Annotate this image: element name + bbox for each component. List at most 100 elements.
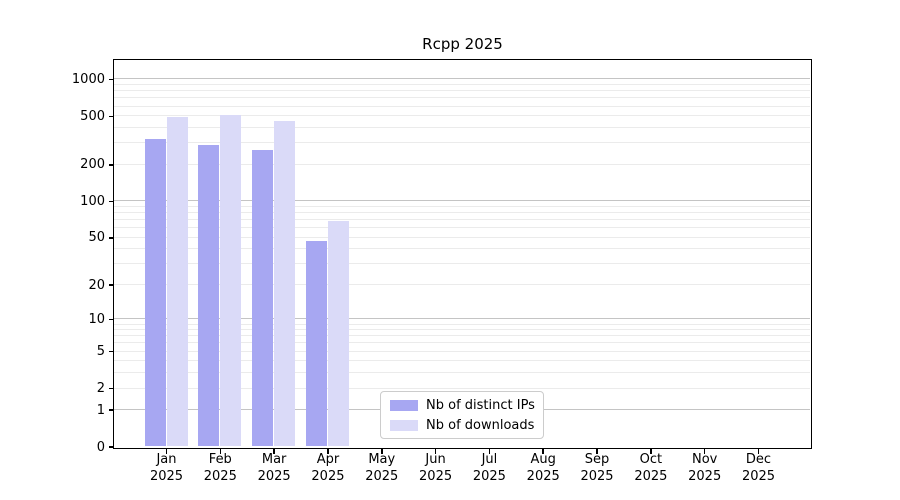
- x-axis-tick-label: Jan 2025: [139, 452, 195, 485]
- x-axis-tick-label-line: 2025: [311, 468, 345, 484]
- x-axis-tick: [381, 449, 383, 454]
- legend: Nb of distinct IPs Nb of downloads: [380, 391, 544, 439]
- minor-gridline: [114, 329, 810, 331]
- x-axis-tick-label-line: 2025: [257, 468, 291, 484]
- x-axis-tick-label-line: Feb: [208, 452, 232, 467]
- y-axis-tick: [108, 446, 113, 448]
- x-axis-tick-label-line: 2025: [149, 468, 184, 484]
- x-axis-tick-label-line: 2025: [741, 468, 776, 484]
- x-axis-tick-label: Mar 2025: [246, 452, 302, 485]
- x-axis-tick: [488, 449, 491, 454]
- y-axis-tick-label: 500: [80, 108, 105, 124]
- minor-gridline: [114, 163, 810, 165]
- minor-gridline: [114, 372, 810, 374]
- minor-gridline: [114, 219, 810, 221]
- x-axis-tick-label-line: 2025: [526, 468, 560, 484]
- minor-gridline: [114, 142, 810, 144]
- x-axis-tick-label-line: Jul: [481, 452, 498, 467]
- x-axis-tick: [757, 449, 760, 454]
- y-axis-tick-label: 10: [88, 311, 105, 327]
- minor-gridline: [114, 263, 810, 265]
- minor-gridline: [114, 206, 810, 208]
- x-axis-tick-label-line: 2025: [472, 468, 506, 484]
- major-gridline: [114, 318, 810, 320]
- x-axis-tick: [273, 449, 275, 454]
- bar-downloads: [274, 121, 296, 447]
- minor-gridline: [114, 387, 810, 389]
- x-axis-tick-label-line: May: [368, 452, 396, 467]
- x-axis-tick-label: Nov 2025: [677, 452, 733, 485]
- legend-item-downloads: Nb of downloads: [390, 418, 534, 433]
- minor-gridline: [114, 284, 810, 286]
- y-axis-tick: [108, 350, 113, 353]
- legend-label-downloads: Nb of downloads: [426, 418, 535, 433]
- x-axis-tick-label: Aug 2025: [515, 452, 571, 485]
- y-axis-tick-label: 1: [96, 402, 105, 418]
- x-axis-tick-label-line: Jun: [425, 452, 446, 467]
- x-axis-tick: [596, 449, 598, 454]
- x-axis-tick: [434, 449, 437, 454]
- y-axis-tick: [108, 387, 113, 390]
- major-gridline: [114, 200, 810, 202]
- bar-distinct-ips: [144, 139, 166, 447]
- x-axis-tick: [327, 449, 329, 454]
- x-axis-tick-label: Oct 2025: [623, 452, 679, 485]
- major-gridline: [114, 78, 810, 80]
- minor-gridline: [114, 212, 810, 214]
- minor-gridline: [114, 236, 810, 238]
- x-axis-tick-label-line: 2025: [419, 468, 453, 484]
- chart-title: Rcpp 2025: [422, 35, 503, 53]
- x-axis-tick-label-line: Dec: [745, 452, 772, 467]
- minor-gridline: [114, 84, 810, 86]
- minor-gridline: [114, 360, 810, 362]
- x-axis-tick-label: Jun 2025: [408, 452, 464, 485]
- bar-distinct-ips: [252, 150, 274, 447]
- x-axis-tick-label-line: Apr: [316, 452, 340, 467]
- legend-swatch-downloads: [390, 420, 418, 431]
- legend-swatch-distinct-ips: [390, 400, 418, 411]
- y-axis-tick: [108, 284, 113, 286]
- y-axis-tick-label: 20: [88, 277, 105, 293]
- x-axis-tick-label-line: Aug: [530, 452, 556, 467]
- y-axis-tick-label: 0: [96, 439, 105, 455]
- y-axis-tick-label: 1000: [71, 71, 105, 87]
- y-axis-tick-label: 100: [80, 193, 105, 209]
- x-axis-tick-label-line: 2025: [580, 468, 614, 484]
- minor-gridline: [114, 323, 810, 325]
- y-axis-tick: [108, 200, 113, 203]
- x-axis-tick: [165, 449, 168, 454]
- x-axis-tick-label-line: Sep: [584, 452, 610, 467]
- x-axis-tick-label: Dec 2025: [731, 452, 787, 485]
- x-axis-tick-label: Jul 2025: [461, 452, 517, 485]
- x-axis-tick-label: Apr 2025: [300, 452, 356, 485]
- minor-gridline: [114, 227, 810, 229]
- y-axis-tick-label: 200: [80, 157, 105, 173]
- legend-label-distinct-ips: Nb of distinct IPs: [426, 398, 535, 413]
- x-axis-tick-label-line: Nov: [691, 452, 718, 467]
- x-axis-tick-label: Feb 2025: [192, 452, 248, 485]
- x-axis-tick: [703, 449, 706, 454]
- minor-gridline: [114, 115, 810, 117]
- bar-downloads: [220, 114, 242, 447]
- x-axis-tick-label-line: 2025: [634, 468, 668, 484]
- y-axis-tick-label: 5: [96, 344, 105, 360]
- x-axis-tick-label-line: Mar: [261, 452, 287, 467]
- minor-gridline: [114, 90, 810, 92]
- x-axis-tick-label-line: 2025: [203, 468, 237, 484]
- bar-distinct-ips: [305, 240, 327, 447]
- x-axis-tick-label-line: 2025: [688, 468, 722, 484]
- x-axis-tick: [650, 449, 652, 454]
- minor-gridline: [114, 335, 810, 337]
- x-axis-tick: [219, 449, 222, 454]
- y-axis-tick-label: 2: [96, 381, 105, 397]
- y-axis-tick: [108, 409, 113, 411]
- x-axis-tick: [542, 449, 544, 454]
- bar-distinct-ips: [198, 144, 220, 447]
- x-axis-tick-label-line: 2025: [365, 468, 399, 484]
- y-axis-tick: [108, 78, 113, 81]
- y-axis-tick: [108, 164, 113, 166]
- y-axis-tick: [108, 237, 113, 239]
- x-axis-tick-label: Sep 2025: [569, 452, 625, 485]
- x-axis-tick-label-line: Jan: [156, 452, 177, 467]
